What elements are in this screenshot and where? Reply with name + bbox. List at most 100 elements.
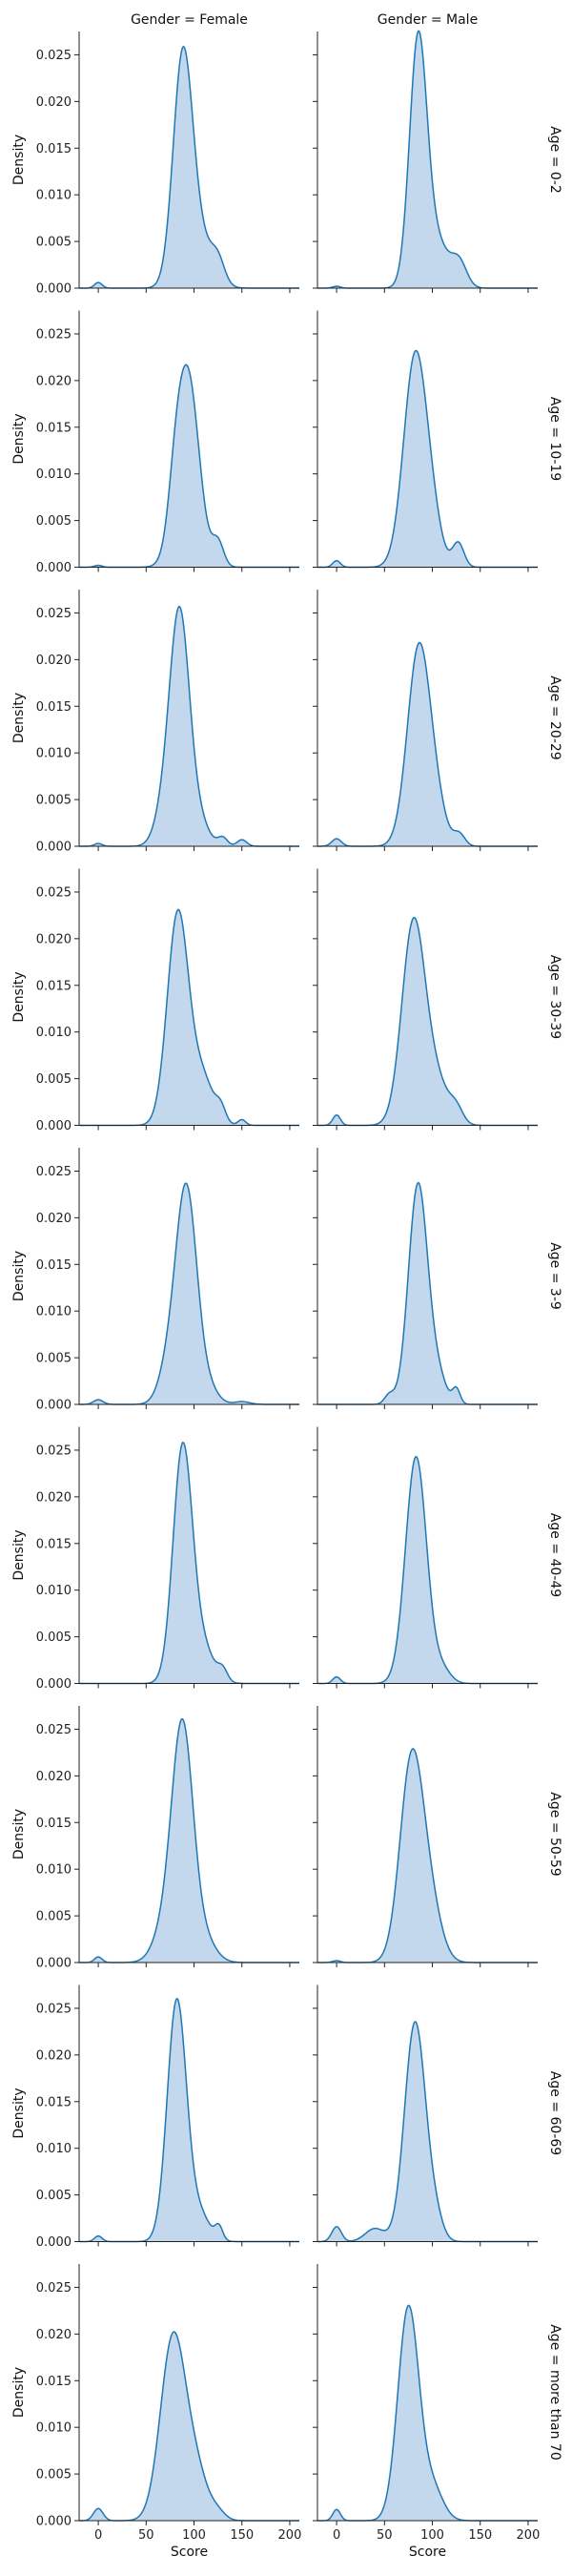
y-tick-label: 0.010 (36, 1026, 72, 1040)
y-tick-label: 0.025 (36, 1165, 72, 1179)
facet-r6-c0: 0.000 0.005 0.010 0.015 0.020 0.025 Density (11, 1706, 299, 1971)
row-title-3: Age = 30-39 (547, 955, 562, 1039)
y-tick-label: 0.000 (36, 2235, 72, 2250)
kde-area (317, 2305, 538, 2521)
y-tick-label: 0.025 (36, 607, 72, 621)
y-axis-label: Density (11, 2367, 27, 2418)
facet-r4-c0: 0.000 0.005 0.010 0.015 0.020 0.025 Density (11, 1148, 299, 1413)
kde-area (317, 350, 538, 568)
facet-r0-c0: 0.000 0.005 0.010 0.015 0.020 0.025 Density (11, 31, 299, 297)
y-tick-label: 0.000 (36, 1957, 72, 1971)
facet-r1-c0: 0.000 0.005 0.010 0.015 0.020 0.025 Density (11, 310, 299, 575)
facet-r3-c1 (313, 868, 538, 1131)
y-tick-label: 0.020 (36, 95, 72, 110)
kde-area (79, 1442, 299, 1684)
kde-area (317, 917, 538, 1126)
y-tick-label: 0.020 (36, 1770, 72, 1784)
facet-r5-c1 (313, 1426, 538, 1689)
y-tick-label: 0.020 (36, 2328, 72, 2342)
facet-r3-c0: 0.000 0.005 0.010 0.015 0.020 0.025 Density (11, 868, 299, 1133)
kde-area (317, 1182, 538, 1404)
y-tick-label: 0.025 (36, 2002, 72, 2016)
y-tick-label: 0.020 (36, 374, 72, 388)
kde-area (317, 1748, 538, 1963)
y-tick-label: 0.005 (36, 514, 72, 529)
x-tick-label: 150 (468, 2528, 492, 2543)
y-tick-label: 0.015 (36, 979, 72, 993)
y-tick-label: 0.005 (36, 2189, 72, 2203)
y-tick-label: 0.010 (36, 1305, 72, 1319)
y-tick-label: 0.005 (36, 1910, 72, 1924)
kde-area (79, 2332, 299, 2521)
y-tick-label: 0.015 (36, 1817, 72, 1831)
y-tick-label: 0.000 (36, 282, 72, 297)
y-tick-label: 0.005 (36, 2468, 72, 2483)
x-axis-label: Score (171, 2545, 208, 2560)
y-axis-label: Density (11, 2088, 27, 2138)
kde-area (79, 606, 299, 846)
y-tick-label: 0.010 (36, 2142, 72, 2156)
y-tick-label: 0.025 (36, 2281, 72, 2296)
kde-area (79, 1718, 299, 1963)
facet-r6-c1 (313, 1706, 538, 1967)
y-axis-label: Density (11, 413, 27, 464)
y-tick-label: 0.010 (36, 2421, 72, 2436)
x-tick-label: 100 (420, 2528, 444, 2543)
y-axis-label: Density (11, 1529, 27, 1580)
kde-area (317, 2022, 538, 2242)
facet-r8-c0: 0.000 0.005 0.010 0.015 0.020 0.025 0 50 100 150 2… (11, 2264, 301, 2560)
facet-r5-c0: 0.000 0.005 0.010 0.015 0.020 0.025 Density (11, 1426, 299, 1692)
facet-r7-c1 (313, 1984, 538, 2247)
y-tick-label: 0.000 (36, 561, 72, 575)
x-tick-label: 100 (182, 2528, 206, 2543)
x-tick-label: 200 (278, 2528, 302, 2543)
y-tick-label: 0.000 (36, 1677, 72, 1692)
y-tick-label: 0.010 (36, 747, 72, 761)
facet-r1-c1 (313, 310, 538, 572)
kde-area (317, 1456, 538, 1684)
y-tick-label: 0.025 (36, 885, 72, 900)
y-tick-label: 0.025 (36, 327, 72, 342)
y-tick-label: 0.020 (36, 932, 72, 946)
y-axis-label: Density (11, 693, 27, 743)
kde-area (317, 31, 538, 288)
kde-area (317, 642, 538, 846)
row-title-0: Age = 0-2 (547, 126, 562, 194)
y-tick-label: 0.015 (36, 700, 72, 715)
y-tick-label: 0.015 (36, 2095, 72, 2109)
row-title-6: Age = 50-59 (547, 1792, 562, 1876)
x-axis-label: Score (409, 2545, 446, 2560)
y-tick-label: 0.020 (36, 654, 72, 668)
x-tick-label: 150 (230, 2528, 254, 2543)
kde-area (79, 364, 299, 568)
y-tick-label: 0.000 (36, 841, 72, 855)
facet-r7-c0: 0.000 0.005 0.010 0.015 0.020 0.025 Density (11, 1984, 299, 2250)
y-tick-label: 0.000 (36, 2515, 72, 2529)
y-tick-label: 0.015 (36, 2375, 72, 2389)
y-tick-label: 0.020 (36, 1490, 72, 1505)
y-axis-label: Density (11, 1251, 27, 1301)
x-tick-label: 0 (94, 2528, 102, 2543)
x-tick-label: 50 (138, 2528, 154, 2543)
y-axis-label: Density (11, 135, 27, 185)
y-tick-label: 0.025 (36, 49, 72, 63)
y-tick-label: 0.005 (36, 1631, 72, 1645)
y-tick-label: 0.000 (36, 1119, 72, 1133)
y-tick-label: 0.005 (36, 236, 72, 250)
y-axis-label: Density (11, 1809, 27, 1859)
kde-area (79, 46, 299, 288)
y-tick-label: 0.010 (36, 467, 72, 482)
facet-r0-c1 (313, 30, 538, 293)
row-title-5: Age = 40-49 (547, 1513, 562, 1597)
y-tick-label: 0.015 (36, 1537, 72, 1551)
row-title-4: Age = 3-9 (547, 1242, 562, 1310)
y-tick-label: 0.025 (36, 1723, 72, 1737)
y-tick-label: 0.015 (36, 142, 72, 156)
y-tick-label: 0.000 (36, 1399, 72, 1413)
y-tick-label: 0.005 (36, 1352, 72, 1366)
row-title-7: Age = 60-69 (547, 2071, 562, 2155)
row-title-8: Age = more than 70 (547, 2324, 562, 2461)
y-tick-label: 0.015 (36, 421, 72, 435)
col-title-1: Gender = Male (378, 12, 478, 28)
